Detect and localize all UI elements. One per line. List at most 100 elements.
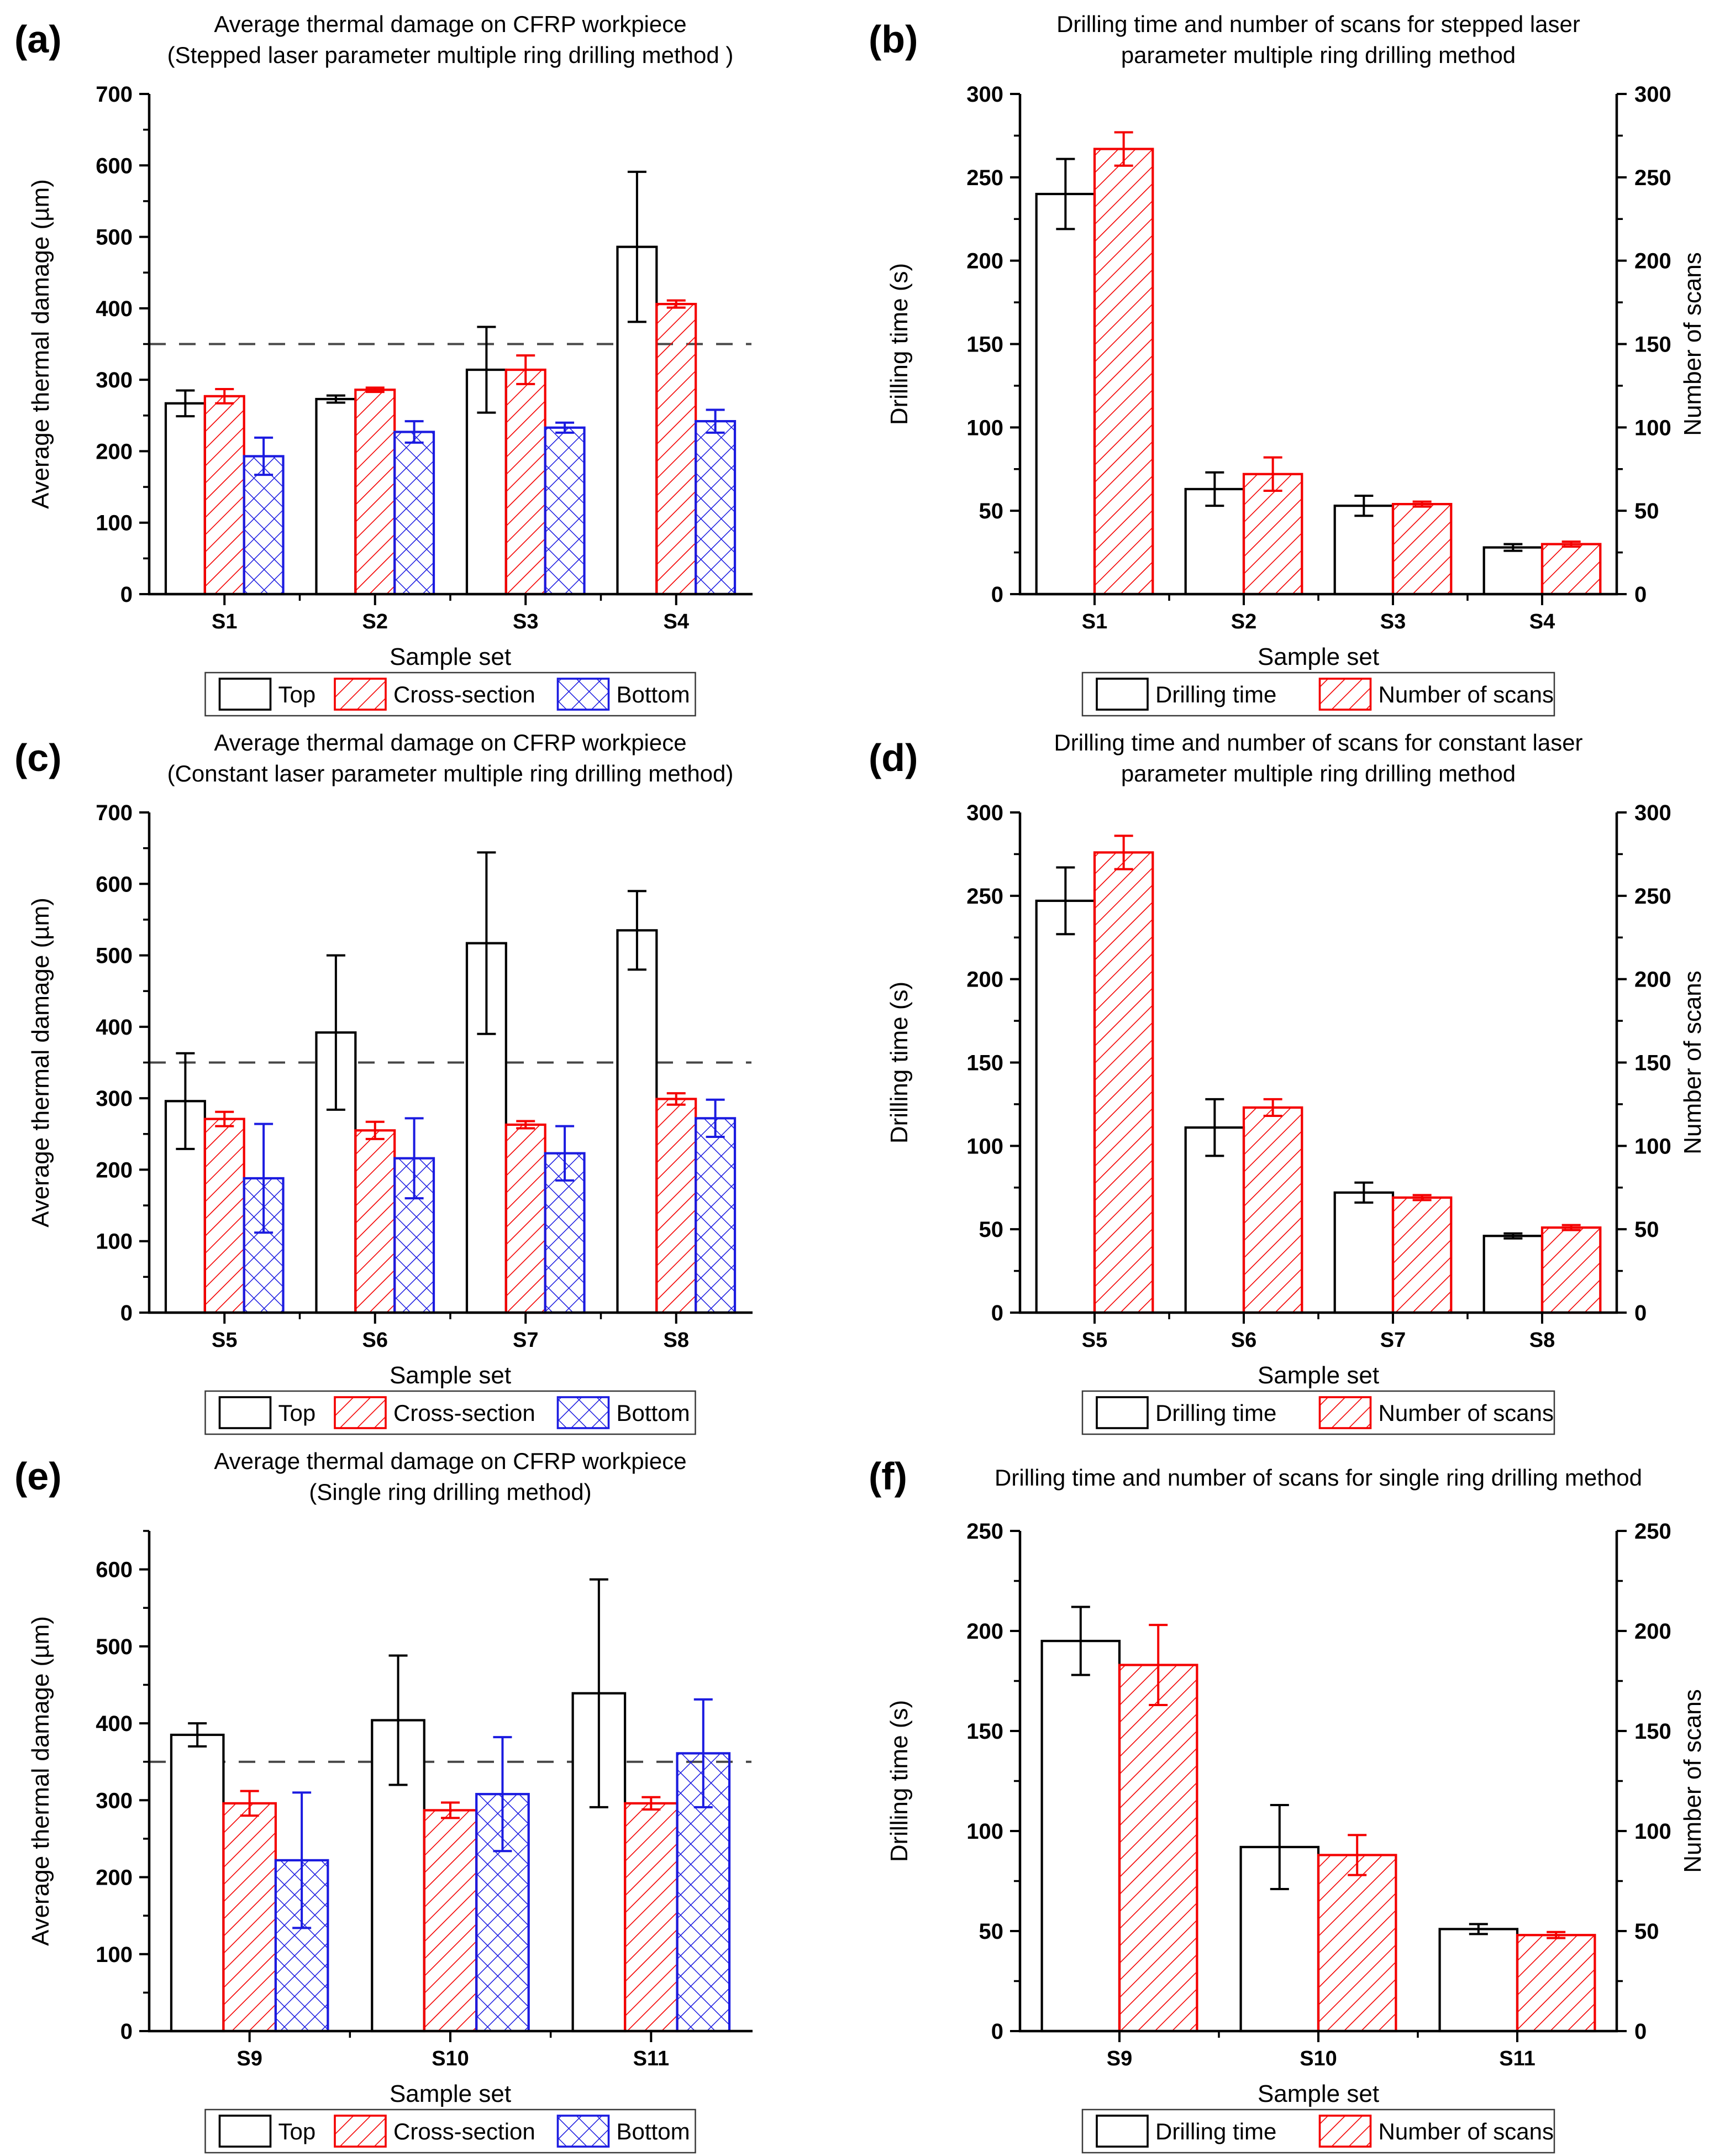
legend-swatch [218,1396,272,1429]
legend-swatch [1096,1396,1149,1429]
y-tick-label: 200 [96,439,133,464]
y-tick-label: 150 [966,333,1003,357]
error-bar [215,387,234,405]
error-bar [1503,543,1523,552]
error-bar [641,1796,661,1811]
error-bar [1354,495,1374,517]
error-bar [1056,158,1075,230]
y-tick-label: 0 [120,583,133,607]
x-axis-title: Sample set [390,2080,511,2107]
x-tick-label: S4 [1529,610,1555,633]
panel-b: (b) Drilling time and number of scans for… [854,0,1708,718]
legend-label: Top [278,2118,316,2144]
series-drilling-time [1040,1606,1519,2033]
bar [170,1733,225,2033]
chart-title-line: parameter multiple ring drilling method [1121,760,1516,786]
y-tick-label: 300 [96,1087,133,1111]
y-tick-label: 100 [966,416,1003,440]
y-tick-label: 400 [96,1712,133,1736]
error-bar [627,890,646,971]
series-top [164,170,658,596]
y-tick-label: 200 [966,1619,1003,1644]
x-tick-label: S3 [1380,610,1406,633]
error-bar [516,1120,535,1130]
chart-title-line: Average thermal damage on CFRP workpiece [214,1448,686,1474]
legend-swatch [556,678,610,711]
y-tick-label: 100 [966,1819,1003,1844]
x-tick-label: S8 [1529,1329,1555,1352]
y-tick-label: 150 [966,1051,1003,1076]
error-bar [477,326,496,414]
x-tick-label: S10 [432,2047,469,2070]
panel-a: (a) Average thermal damage on CFRP workpi… [0,0,854,718]
bar [1035,899,1096,1314]
error-bar [254,436,274,476]
legend-box [1081,1390,1555,1435]
error-bar [1114,835,1133,870]
legend-label: Drilling time [1155,2118,1276,2144]
chart-title-line: (Constant laser parameter multiple ring … [167,760,734,786]
bar [1242,1106,1303,1314]
error-bar [404,420,424,444]
bar [623,1802,679,2033]
x-tick-label: S11 [633,2047,670,2070]
x-tick-label: S11 [1499,2047,1536,2070]
error-bar [404,1117,424,1200]
error-bar [1270,1803,1289,1890]
y-axis-title-left: Average thermal damage (µm) [27,898,54,1227]
legend-label: Cross-section [393,1400,535,1426]
bar [354,389,396,596]
y-tick-label-right: 150 [1634,1719,1671,1744]
x-axis-title: Sample set [390,1362,511,1389]
legend-label: Cross-section [393,681,535,707]
y-tick-label: 150 [966,1719,1003,1744]
bar [203,1118,245,1314]
panel-label: (e) [14,1455,62,1498]
error-bar [1469,1923,1488,1935]
series-bottom [243,1098,737,1314]
y-tick-label-right: 150 [1634,333,1671,357]
y-tick-label: 0 [120,1301,133,1325]
error-bar [388,1654,408,1786]
y-tick-label-right: 300 [1634,82,1671,107]
error-bar [555,421,575,434]
legend-box [1081,672,1555,717]
bar [1391,1196,1453,1314]
error-bar [477,851,496,1035]
y-tick-label: 300 [966,801,1003,825]
x-axis-title: Sample set [1258,1362,1379,1389]
series-number-of-scans [1093,131,1602,596]
bar [1540,543,1602,596]
x-tick-label: S2 [362,610,388,633]
x-tick-label: S9 [1107,2047,1132,2070]
bar [1242,473,1303,596]
y-tick-label-right: 100 [1634,1134,1671,1158]
x-tick-label: S1 [212,610,237,633]
y-tick-label-right: 50 [1634,1218,1659,1242]
chart-d: (d) Drilling time and number of scans for… [869,730,1706,1435]
panel-d: (d) Drilling time and number of scans for… [854,718,1708,1437]
y-tick-label-right: 250 [1634,166,1671,190]
legend-label: Bottom [617,681,690,707]
y-tick-label-right: 200 [1634,249,1671,274]
error-bar [706,1098,725,1138]
y-tick-label: 100 [96,1230,133,1254]
legend-label: Number of scans [1379,681,1554,707]
chart-title-line: Average thermal damage on CFRP workpiece [214,11,686,37]
x-axis-title: Sample set [390,643,511,670]
error-bar [693,1698,713,1808]
error-bar [1354,1181,1374,1204]
y-tick-label-right: 50 [1634,1919,1659,1944]
legend-swatch [334,2115,387,2148]
chart-b: (b) Drilling time and number of scans for… [869,11,1706,717]
series-cross-section [222,1790,679,2033]
error-bar [1056,866,1075,936]
y-tick-label: 200 [96,1866,133,1890]
error-bar [326,954,345,1111]
error-bar [493,1736,512,1853]
y-tick-label: 0 [991,2019,1003,2044]
chart-a: (a) Average thermal damage on CFRP workpi… [14,11,753,717]
y-tick-label: 600 [96,872,133,896]
error-bar [555,1125,575,1182]
legend-box [204,1390,696,1435]
